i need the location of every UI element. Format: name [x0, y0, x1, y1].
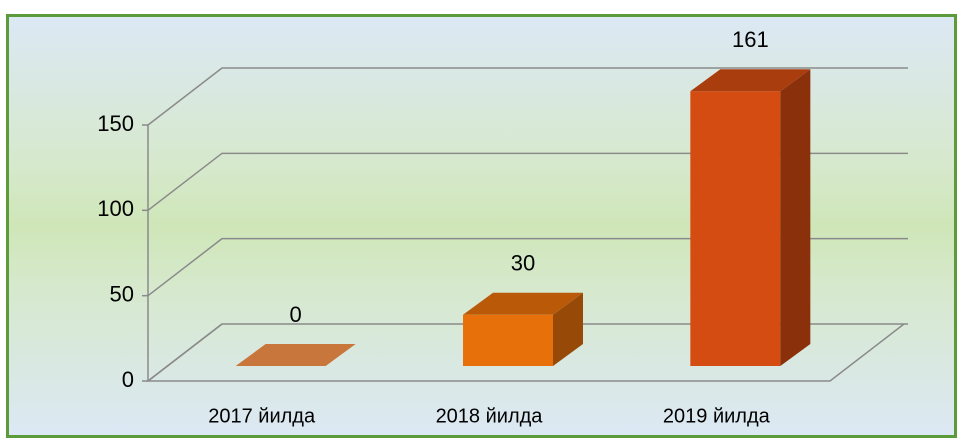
- y-tick-label: 50: [110, 281, 134, 306]
- value-label: 161: [732, 27, 769, 52]
- value-label: 0: [290, 302, 302, 327]
- bar-side: [553, 292, 583, 366]
- bar-front: [463, 314, 553, 366]
- grid-line: [147, 152, 908, 211]
- bar-side: [780, 69, 811, 366]
- bar-top: [235, 344, 356, 366]
- grid-line: [147, 237, 908, 297]
- x-tick-label: 2017 йилда: [208, 405, 316, 427]
- grid-line: [147, 67, 908, 126]
- y-tick-label: 0: [122, 367, 134, 392]
- bar-top: [690, 69, 811, 92]
- x-tick-label: 2019 йилда: [663, 405, 771, 427]
- y-tick-label: 100: [97, 196, 134, 221]
- grid-line: [147, 323, 908, 382]
- bar-front: [690, 91, 781, 366]
- y-tick-label: 150: [97, 111, 134, 136]
- bar-top: [463, 292, 583, 315]
- value-label: 30: [511, 251, 535, 276]
- x-tick-label: 2018 йилда: [436, 405, 544, 427]
